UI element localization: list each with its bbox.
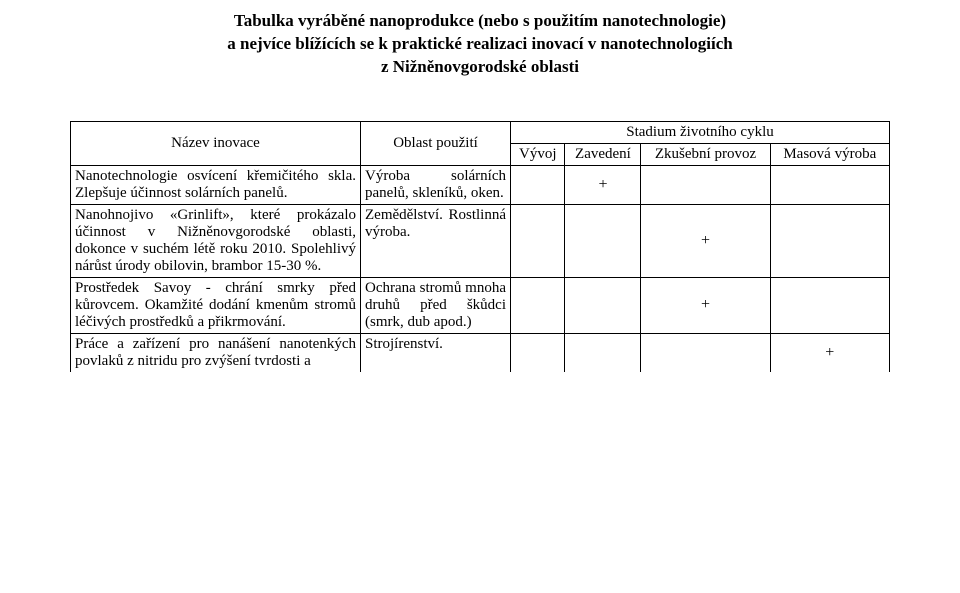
cell-intro: [565, 333, 641, 372]
header-mass: Masová výroba: [770, 143, 889, 165]
cell-area: Ochrana stromů mnoha druhů před škůdci (…: [361, 277, 511, 333]
cell-dev: [511, 204, 565, 277]
cell-name: Nanohnojivo «Grinlift», které prokázalo …: [71, 204, 361, 277]
table-row: Nanohnojivo «Grinlift», které prokázalo …: [71, 204, 890, 277]
cell-area: Strojírenství.: [361, 333, 511, 372]
cell-intro: [565, 204, 641, 277]
header-area: Oblast použití: [361, 121, 511, 165]
cell-dev: [511, 277, 565, 333]
cell-intro: +: [565, 165, 641, 204]
cell-mass: +: [770, 333, 889, 372]
data-table: Název inovace Oblast použití Stadium živ…: [70, 121, 890, 372]
cell-name: Prostředek Savoy - chrání smrky před kůr…: [71, 277, 361, 333]
cell-mass: [770, 204, 889, 277]
header-intro: Zavedení: [565, 143, 641, 165]
title-line-3: z Nižněnovgorodské oblasti: [70, 56, 890, 79]
header-stage: Stadium životního cyklu: [511, 121, 890, 143]
cell-intro: [565, 277, 641, 333]
table-row: Nanotechnologie osvícení křemičitého skl…: [71, 165, 890, 204]
document-page: Tabulka vyráběné nanoprodukce (nebo s po…: [0, 0, 960, 593]
cell-dev: [511, 165, 565, 204]
table-row: Prostředek Savoy - chrání smrky před kůr…: [71, 277, 890, 333]
cell-name: Práce a zařízení pro nanášení nanotenkýc…: [71, 333, 361, 372]
cell-trial: +: [641, 277, 770, 333]
cell-mass: [770, 277, 889, 333]
table-row: Práce a zařízení pro nanášení nanotenkýc…: [71, 333, 890, 372]
cell-trial: [641, 165, 770, 204]
cell-trial: +: [641, 204, 770, 277]
title-line-2: a nejvíce blížících se k praktické reali…: [70, 33, 890, 56]
cell-dev: [511, 333, 565, 372]
header-trial: Zkušební provoz: [641, 143, 770, 165]
title-block: Tabulka vyráběné nanoprodukce (nebo s po…: [70, 10, 890, 79]
cell-trial: [641, 333, 770, 372]
header-dev: Vývoj: [511, 143, 565, 165]
table-header-row-1: Název inovace Oblast použití Stadium živ…: [71, 121, 890, 143]
title-line-1: Tabulka vyráběné nanoprodukce (nebo s po…: [70, 10, 890, 33]
cell-mass: [770, 165, 889, 204]
cell-area: Zemědělství. Rostlinná výroba.: [361, 204, 511, 277]
header-name: Název inovace: [71, 121, 361, 165]
cell-name: Nanotechnologie osvícení křemičitého skl…: [71, 165, 361, 204]
cell-area: Výroba solárních panelů, skleníků, oken.: [361, 165, 511, 204]
